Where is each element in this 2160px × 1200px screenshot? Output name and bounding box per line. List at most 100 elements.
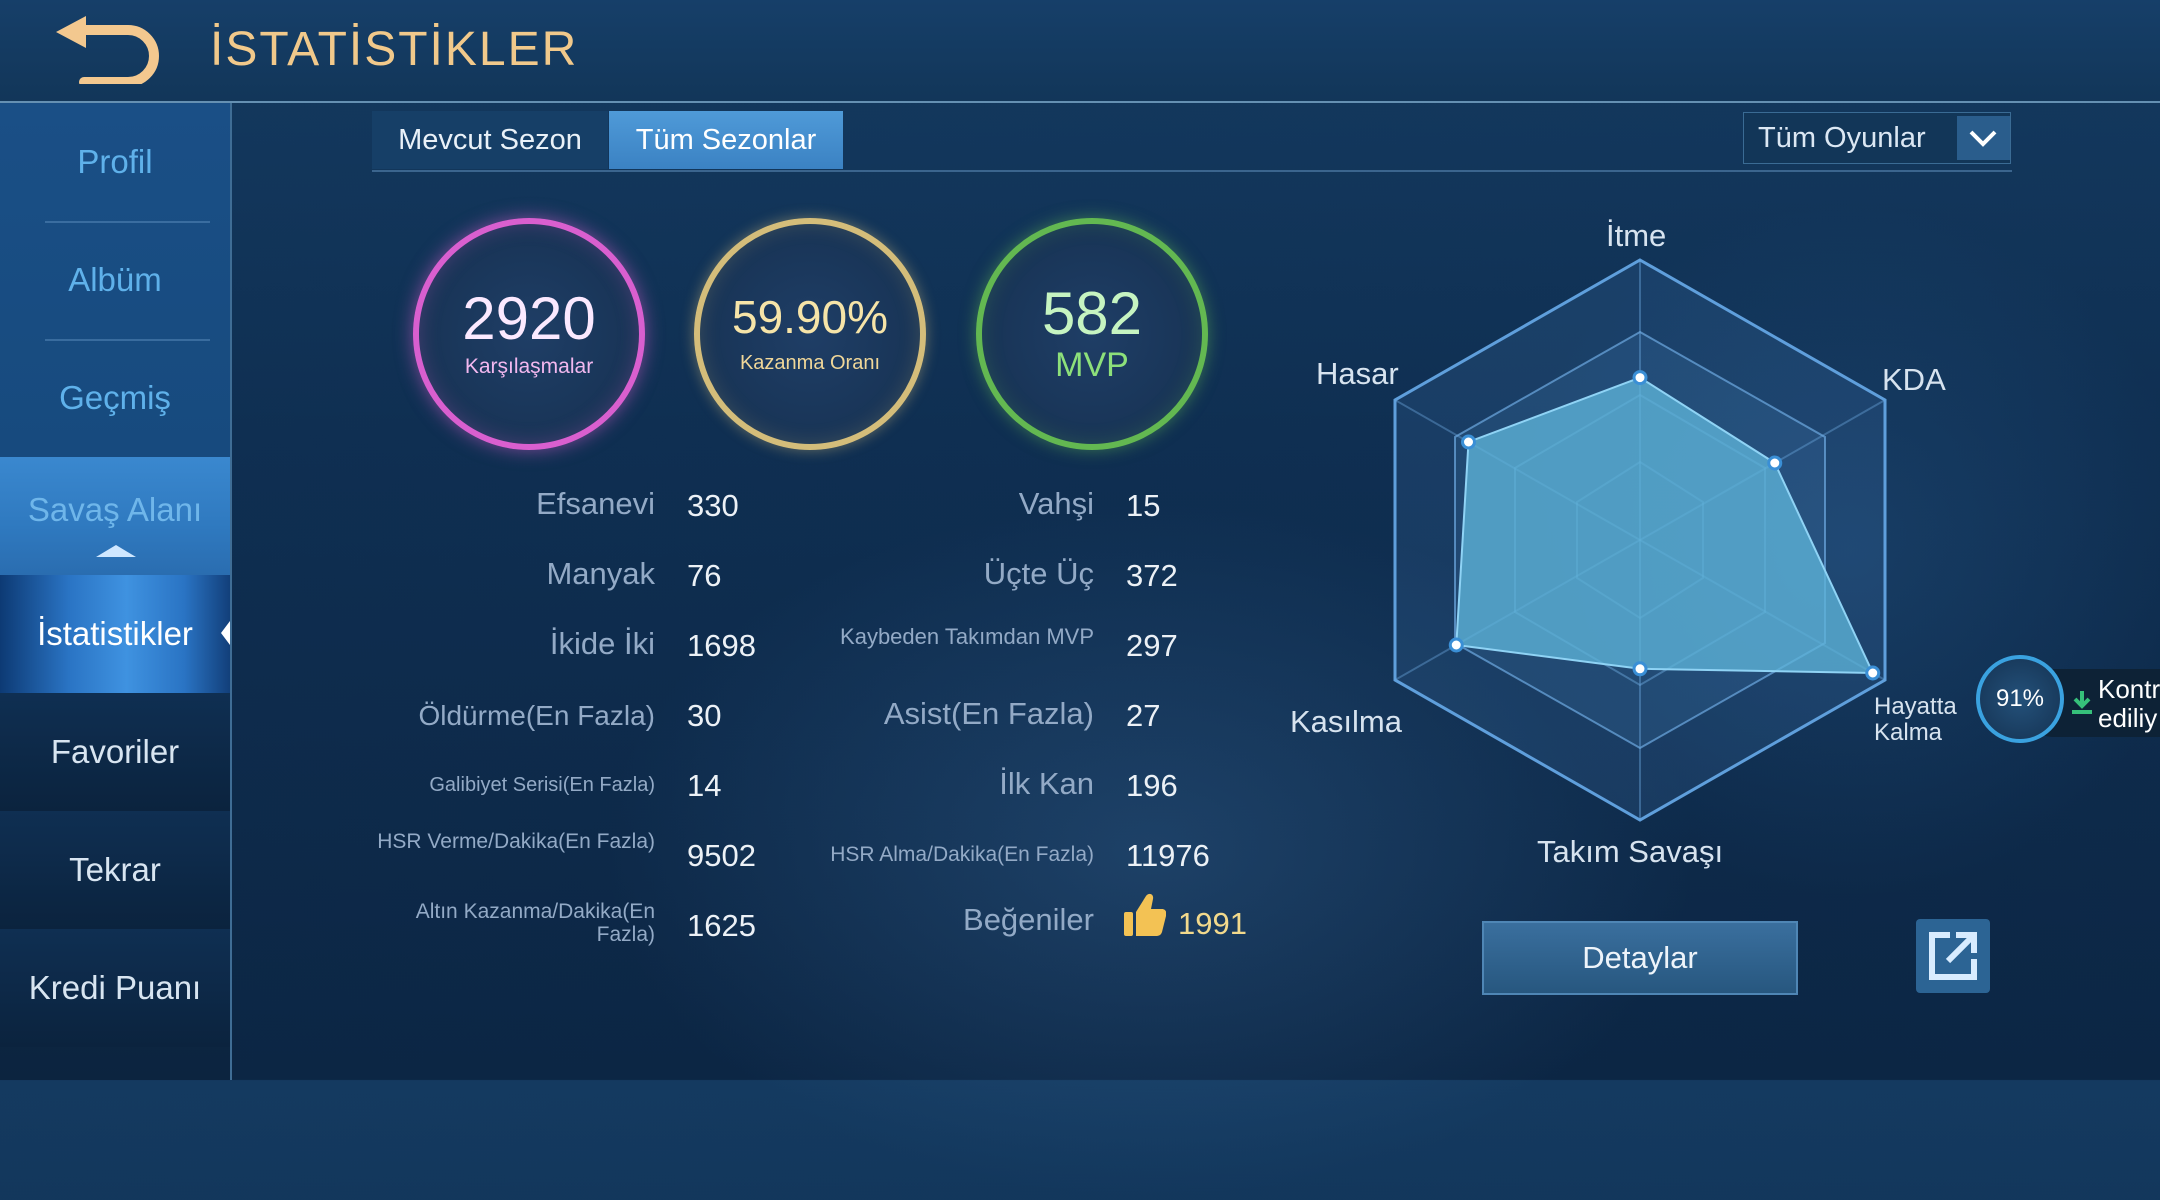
stat-value-likes: 1991 — [1178, 906, 1247, 941]
sidebar: Profil Albüm Geçmiş Savaş Alanı İstatist… — [0, 103, 230, 1080]
radar-label-damage: Hasar — [1316, 356, 1399, 391]
matches-label: Karşılaşmalar — [464, 355, 594, 378]
stat-label-maniac: Manyak — [546, 556, 655, 591]
radar-label-survival: Hayatta Kalma — [1874, 694, 1957, 746]
mvp-value: 582 — [1041, 279, 1143, 347]
mvp-circle: 582 MVP — [976, 218, 1208, 450]
stat-value-legendary: 330 — [687, 488, 739, 523]
details-button[interactable]: Detaylar — [1482, 921, 1798, 995]
radar-point — [1632, 370, 1648, 386]
sidebar-item-replay[interactable]: Tekrar — [0, 811, 230, 929]
radar-point — [1767, 455, 1783, 471]
stat-label-damage-taken-per-min: HSR Alma/Dakika(En Fazla) — [830, 843, 1094, 866]
stat-value-first-blood: 196 — [1126, 768, 1178, 803]
tab-label: Tüm Sezonlar — [635, 123, 817, 156]
sidebar-item-label: Kredi Puanı — [28, 969, 202, 1006]
game-mode-dropdown[interactable]: Tüm Oyunlar — [1743, 112, 2011, 164]
radar-point — [1461, 434, 1476, 450]
back-button[interactable] — [50, 14, 170, 87]
stat-label-likes: Beğeniler — [963, 902, 1094, 937]
widget-text: Kontr ediliy — [2098, 675, 2160, 733]
stat-label-damage-dealt-per-min: HSR Verme/Dakika(En Fazla) — [377, 830, 655, 853]
stat-value-most-assists: 27 — [1126, 698, 1161, 733]
widget-text-line: Kontr — [2098, 674, 2160, 704]
stat-label-most-kills: Öldürme(En Fazla) — [418, 700, 655, 731]
sidebar-item-label: Geçmiş — [59, 379, 171, 416]
stat-label-most-assists: Asist(En Fazla) — [883, 696, 1094, 731]
sidebar-item-credit-score[interactable]: Kredi Puanı — [0, 929, 230, 1047]
share-icon — [1929, 932, 1977, 980]
sidebar-border — [230, 103, 232, 1080]
winrate-label: Kazanma Oranı — [739, 351, 881, 374]
sidebar-item-history[interactable]: Geçmiş — [0, 339, 230, 457]
tab-all-seasons[interactable]: Tüm Sezonlar — [609, 111, 843, 169]
stat-label-first-blood: İlk Kan — [999, 766, 1094, 801]
radar-svg — [1393, 258, 1887, 822]
stat-label-gold-per-min: Altın Kazanma/Dakika(En Fazla) — [415, 900, 655, 946]
sidebar-item-profile[interactable]: Profil — [0, 103, 230, 221]
sidebar-item-label: Albüm — [68, 261, 162, 298]
winrate-circle: 59.90% Kazanma Oranı — [694, 218, 926, 450]
sidebar-item-label: Favoriler — [50, 733, 180, 770]
matches-circle: 2920 Karşılaşmalar — [413, 218, 645, 450]
sidebar-item-album[interactable]: Albüm — [0, 221, 230, 339]
thumbs-up-icon — [1122, 892, 1167, 943]
stat-value-damage-dealt-per-min: 9502 — [687, 838, 756, 873]
widget-progress-circle: 91% — [1976, 655, 2064, 743]
back-arrow-icon — [56, 16, 159, 87]
sidebar-divider — [45, 339, 210, 341]
tab-current-season[interactable]: Mevcut Sezon — [372, 111, 608, 169]
stat-value-gold-per-min: 1625 — [687, 908, 756, 943]
sidebar-item-label: Tekrar — [69, 851, 161, 888]
stat-label-triple-kill: Üçte Üç — [983, 556, 1094, 591]
header-divider — [0, 101, 2160, 103]
stat-value-mvp-losing-team: 297 — [1126, 628, 1178, 663]
widget-text-line: ediliy — [2098, 703, 2158, 733]
radar-point — [1632, 661, 1648, 677]
stat-label-win-streak: Galibiyet Serisi(En Fazla) — [429, 774, 655, 796]
tab-label: Mevcut Sezon — [398, 123, 582, 156]
stat-value-maniac: 76 — [687, 558, 722, 593]
details-button-label: Detaylar — [1582, 940, 1698, 975]
page-title: İSTATİSTİKLER — [210, 23, 579, 76]
sidebar-divider — [45, 221, 210, 223]
sidebar-item-label: İstatistikler — [37, 615, 193, 652]
stat-value-win-streak: 14 — [687, 768, 722, 803]
header-bar: İSTATİSTİKLER — [0, 0, 2160, 101]
sidebar-item-favorites[interactable]: Favoriler — [0, 693, 230, 811]
share-button[interactable] — [1916, 919, 1990, 993]
stat-label-legendary: Efsanevi — [536, 486, 655, 521]
stat-label-mvp-losing-team: Kaybeden Takımdan MVP — [840, 624, 1094, 649]
floating-download-widget[interactable]: 91% Kontr ediliy — [1976, 655, 2160, 751]
stat-value-triple-kill: 372 — [1126, 558, 1178, 593]
stat-label-savage: Vahşi — [1018, 486, 1094, 521]
radar-point — [1865, 665, 1881, 681]
caret-up-icon — [96, 545, 136, 557]
radar-label-survival-line: Hayatta — [1874, 693, 1957, 720]
winrate-value: 59.90% — [731, 290, 888, 343]
matches-value: 2920 — [462, 285, 596, 352]
tab-divider — [372, 170, 2012, 172]
radar-label-kda: KDA — [1882, 362, 1946, 397]
sidebar-item-statistics[interactable]: İstatistikler — [0, 575, 230, 693]
mvp-label: MVP — [1055, 345, 1129, 384]
chevron-down-icon[interactable] — [1956, 116, 2010, 160]
download-icon — [2072, 691, 2092, 714]
radar-label-teamfight: Takım Savaşı — [1537, 834, 1724, 869]
stat-value-most-kills: 30 — [687, 698, 722, 733]
sidebar-item-label: Profil — [77, 143, 153, 180]
stat-label-double-kill: İkide İki — [549, 626, 655, 661]
sidebar-group-battlefield[interactable]: Savaş Alanı — [0, 457, 230, 575]
sidebar-item-label: Savaş Alanı — [27, 491, 203, 528]
stat-value-savage: 15 — [1126, 488, 1161, 523]
radar-label-survival-line: Kalma — [1874, 719, 1943, 746]
stat-value-double-kill: 1698 — [687, 628, 756, 663]
widget-percent: 91% — [1995, 685, 2045, 712]
performance-radar-chart — [1380, 240, 1900, 840]
radar-label-push: İtme — [1606, 218, 1667, 253]
radar-point — [1448, 637, 1464, 653]
active-indicator-icon — [221, 621, 230, 645]
dropdown-selected-label: Tüm Oyunlar — [1758, 121, 1926, 154]
radar-label-farming: Kasılma — [1290, 704, 1402, 739]
stat-value-damage-taken-per-min: 11976 — [1126, 838, 1210, 873]
